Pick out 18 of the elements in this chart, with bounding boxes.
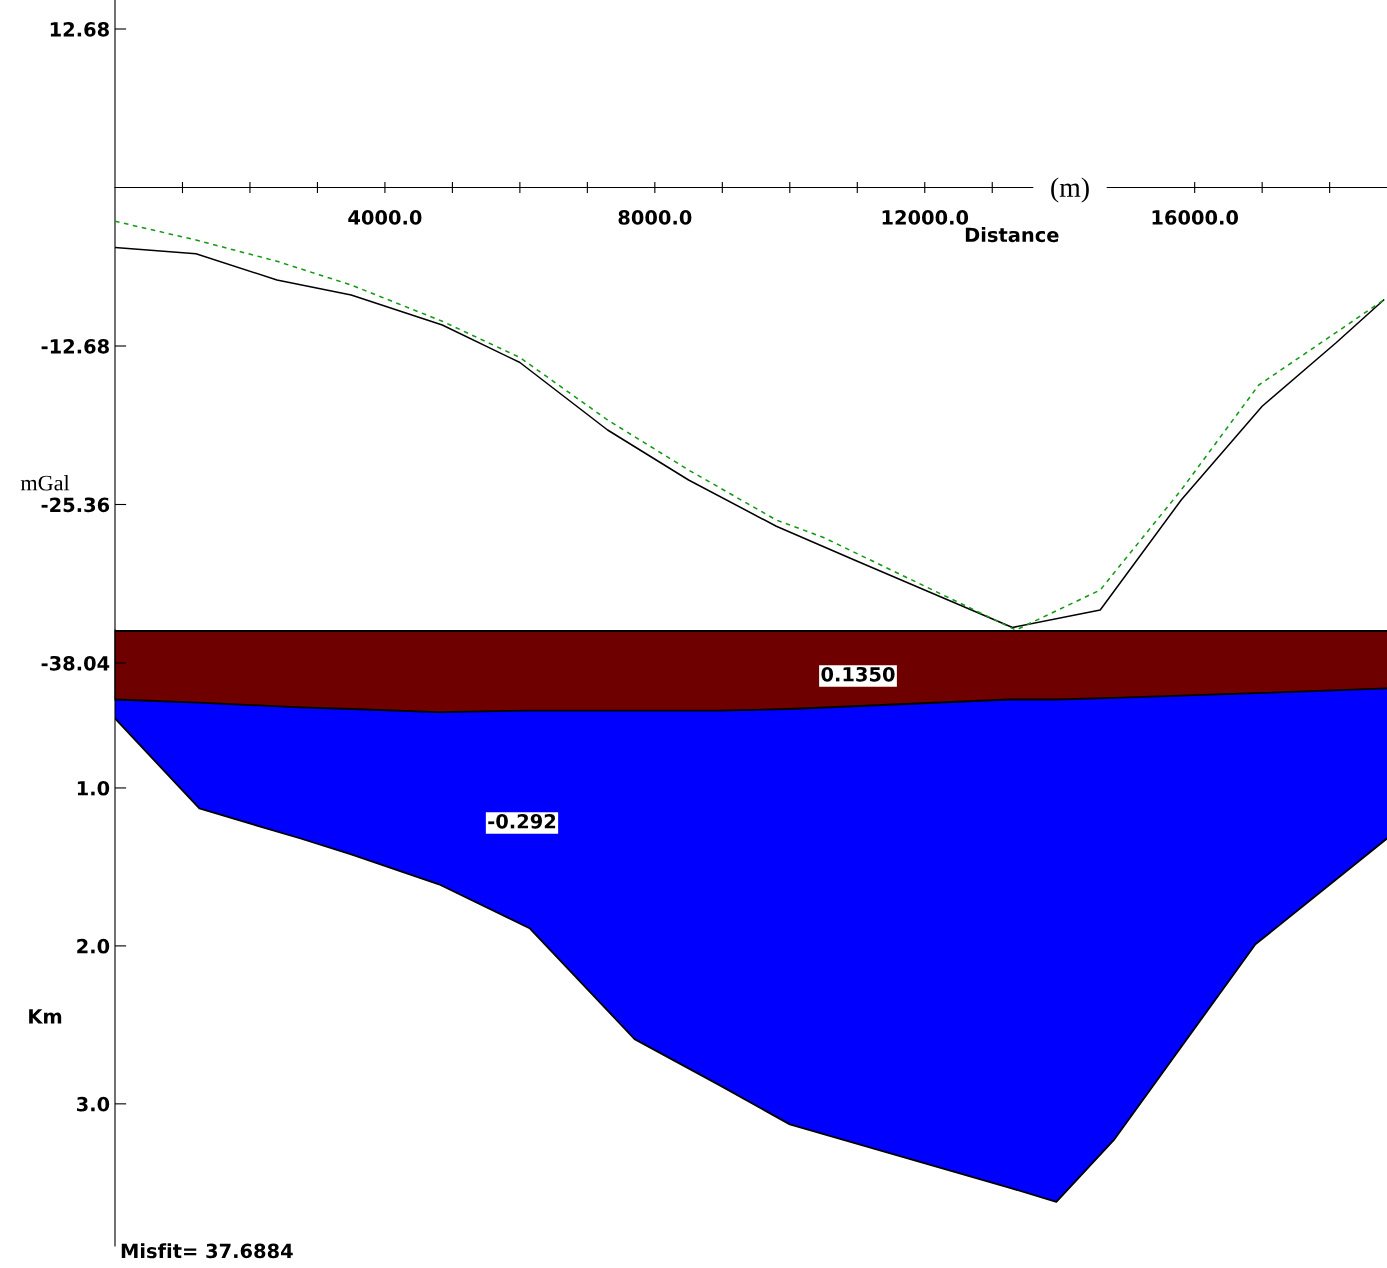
x-axis-title: Distance [965,227,1059,243]
x-tick-label: 12000.0 [882,210,969,225]
annotation: (m) [1051,177,1089,203]
y-axis-title: mGal [20,474,70,491]
y-tick-label: 12.68 [50,21,109,37]
y-tick-label: 1.0 [77,780,110,796]
y-tick-label: 3.0 [77,1096,110,1112]
y-axis-title: Km [29,1009,62,1024]
x-tick-label: 4000.0 [348,210,422,225]
y-tick-label: -25.36 [41,497,110,513]
annotation: 0.1350 [821,666,895,682]
x-tick-label: 16000.0 [1152,210,1239,225]
annotation: -0.292 [488,813,556,829]
y-tick-label: 2.0 [77,938,110,954]
annotation: Misfit= 37.6884 [121,1243,293,1259]
y-tick-label: -12.68 [41,338,109,354]
x-tick-label: 8000.0 [618,210,692,225]
y-tick-label: -38.04 [41,655,110,671]
